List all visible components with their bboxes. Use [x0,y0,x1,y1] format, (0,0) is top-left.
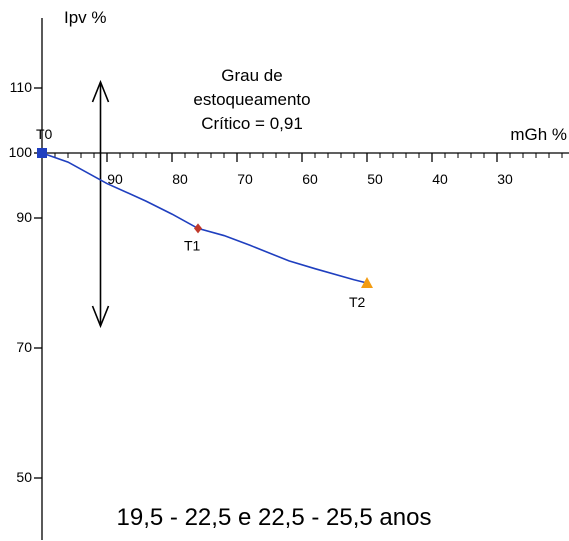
point-label-T2: T2 [349,294,366,310]
annotation-line-3: Crítico = 0,91 [201,114,303,133]
series-line [41,152,368,284]
x-tick-label: 50 [367,171,383,187]
x-tick-label: 70 [237,171,253,187]
y-tick-label: 90 [16,209,32,225]
axes: 110 100 90 70 50 90 80 70 60 50 40 30 Ipv % mGh % [9,8,569,540]
chart-caption: 19,5 - 22,5 e 22,5 - 25,5 anos [117,504,432,531]
point-marker-T0 [37,148,47,158]
x-tick-label: 40 [432,171,448,187]
x-tick-label: 60 [302,171,318,187]
x-tick-label: 80 [172,171,188,187]
annotation-line-1: Grau de [221,66,282,85]
point-label-T1: T1 [184,237,201,253]
y-tick-label: 70 [16,339,32,355]
arrowhead-down [91,305,110,329]
point-marker-T1 [194,223,202,234]
point-label-T0: T0 [36,126,53,142]
y-tick-label: 110 [10,79,33,95]
x-tick-label: 30 [497,171,513,187]
critical-line-group [91,79,110,329]
arrowhead-up [91,79,110,103]
annotation: Grau de estoqueamento Crítico = 0,91 [193,66,310,133]
y-axis-title: Ipv % [64,8,107,27]
y-tick-label: 50 [16,469,32,485]
point-marker-T2 [361,277,373,288]
x-tick-label: 90 [107,171,123,187]
y-tick-label: 100 [9,144,33,160]
x-axis-title: mGh % [510,125,567,144]
annotation-line-2: estoqueamento [193,90,310,109]
